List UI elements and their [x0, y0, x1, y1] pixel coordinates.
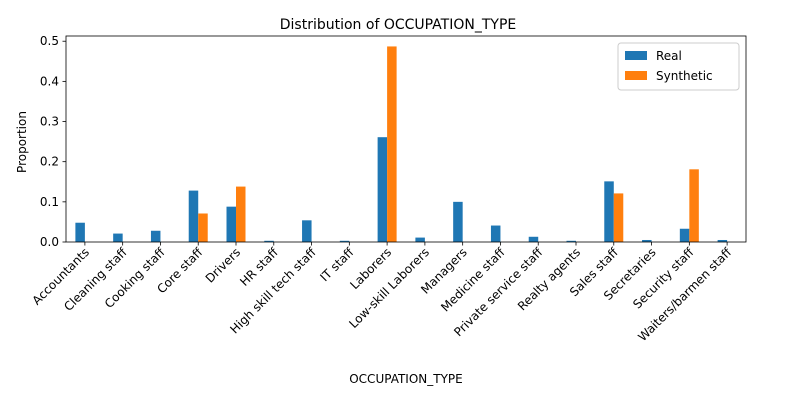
- bar-real-7: [339, 240, 350, 242]
- bar-real-12: [528, 236, 539, 242]
- bar-synthetic-3: [198, 213, 208, 242]
- y-tick-label-2: 0.2: [40, 155, 59, 169]
- legend-swatch-synthetic: [625, 71, 647, 80]
- bar-real-9: [415, 237, 425, 242]
- bar-real-5: [264, 240, 274, 242]
- y-tick-label-5: 0.5: [40, 34, 59, 48]
- bar-real-13: [566, 240, 576, 242]
- y-axis-label: Proportion: [15, 111, 29, 173]
- bar-real-1: [113, 233, 123, 242]
- y-tick-label-0: 0.0: [40, 235, 59, 249]
- bar-synthetic-8: [387, 46, 397, 242]
- y-axis: 0.0 0.1 0.2 0.3 0.4 0.5: [40, 34, 66, 249]
- bar-synthetic-14: [613, 193, 624, 242]
- y-tick-label-1: 0.1: [40, 195, 59, 209]
- bar-real-6: [302, 220, 312, 242]
- bar-real-15: [642, 239, 652, 242]
- bars-group: [75, 46, 728, 242]
- legend-swatch-real: [625, 51, 647, 60]
- y-tick-label-3: 0.3: [40, 115, 59, 129]
- chart-title: Distribution of OCCUPATION_TYPE: [280, 17, 517, 33]
- x-axis-label: OCCUPATION_TYPE: [349, 372, 463, 386]
- legend-label-synthetic: Synthetic: [656, 69, 713, 83]
- bar-synthetic-4: [236, 186, 246, 242]
- bar-real-11: [490, 225, 501, 242]
- bar-synthetic-16: [689, 169, 699, 242]
- bar-real-3: [188, 190, 199, 242]
- bar-real-16: [679, 228, 690, 242]
- bar-real-4: [226, 206, 236, 242]
- bar-real-0: [75, 222, 85, 242]
- legend: Real Synthetic: [617, 42, 740, 91]
- legend-label-real: Real: [656, 49, 682, 63]
- bar-real-17: [717, 239, 728, 242]
- legend-box: [617, 42, 740, 91]
- bar-real-14: [604, 181, 614, 242]
- bar-real-10: [453, 201, 463, 242]
- y-tick-label-4: 0.4: [40, 74, 59, 88]
- plot-frame: [65, 35, 747, 243]
- bar-real-2: [150, 230, 161, 242]
- bar-real-8: [377, 137, 388, 242]
